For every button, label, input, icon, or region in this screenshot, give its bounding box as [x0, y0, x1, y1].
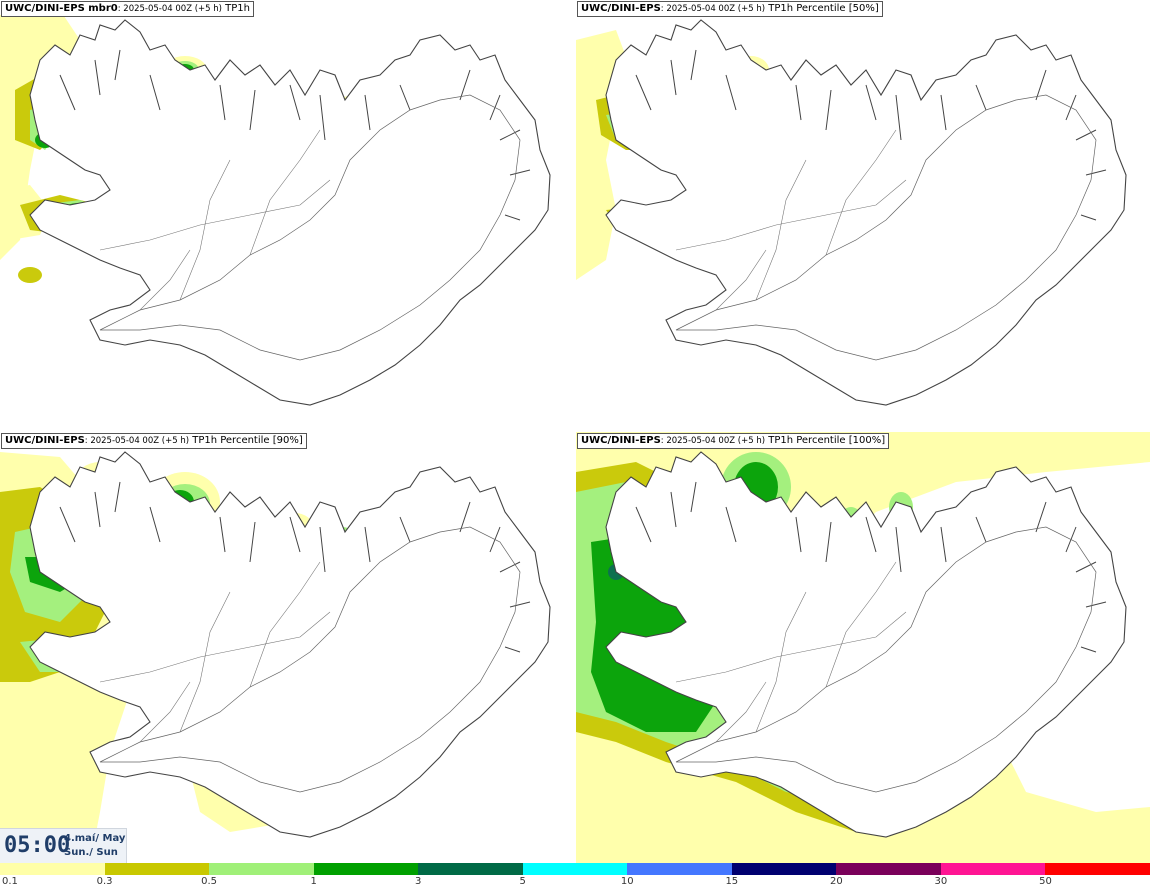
panel-percentile-100: UWC/DINI-EPS: 2025-05-04 00Z (+5 h) TP1h…	[576, 432, 1150, 864]
colorbar-tick-label: 20	[829, 876, 843, 887]
precip-colorbar	[0, 863, 1150, 875]
panel-title: UWC/DINI-EPS mbr0: 2025-05-04 00Z (+5 h)…	[1, 1, 255, 17]
colorbar-segment	[940, 863, 1046, 875]
colorbar-tick-label: 0.1	[2, 876, 18, 887]
precip-colorbar-labels: 0.1 0.3 0.5 1 3 5 10 15 20 30 50	[0, 876, 1150, 890]
colorbar-tick-label: 1	[310, 876, 317, 887]
colorbar-segment	[313, 863, 419, 875]
panel-mbr0: UWC/DINI-EPS mbr0: 2025-05-04 00Z (+5 h)…	[0, 0, 574, 432]
colorbar-tick-label: 0.3	[96, 876, 113, 887]
precip-map-percentile-100	[576, 432, 1150, 864]
colorbar-segment	[1045, 863, 1150, 875]
colorbar-tick-label: 0.5	[201, 876, 218, 887]
panel-percentile-90: UWC/DINI-EPS: 2025-05-04 00Z (+5 h) TP1h…	[0, 432, 574, 864]
colorbar-segment	[418, 863, 523, 875]
colorbar-tick-label: 3	[414, 876, 422, 887]
precip-map-mbr0	[0, 0, 574, 432]
colorbar-tick-label: 50	[1039, 876, 1052, 887]
valid-time: 05:00	[4, 833, 71, 858]
colorbar-tick-label: 10	[620, 876, 634, 887]
colorbar-segment	[522, 863, 628, 875]
precip-map-percentile-90	[0, 432, 574, 864]
valid-date-line2: Sun./ Sun	[64, 847, 118, 858]
colorbar-tick-label: 5	[519, 876, 526, 887]
panel-title: UWC/DINI-EPS: 2025-05-04 00Z (+5 h) TP1h…	[577, 1, 883, 17]
colorbar-tick-label: 15	[725, 876, 739, 887]
valid-time-box: 05:00 4.maí/ May Sun./ Sun	[0, 828, 127, 863]
colorbar-segment	[627, 863, 732, 875]
panel-title: UWC/DINI-EPS: 2025-05-04 00Z (+5 h) TP1h…	[1, 433, 307, 449]
valid-date-line1: 4.maí/ May	[64, 833, 126, 844]
colorbar-segment	[209, 863, 314, 875]
colorbar-segment	[731, 863, 837, 875]
panel-percentile-50: UWC/DINI-EPS: 2025-05-04 00Z (+5 h) TP1h…	[576, 0, 1150, 432]
colorbar-tick-label: 30	[934, 876, 948, 887]
colorbar-segment	[836, 863, 941, 875]
panel-title: UWC/DINI-EPS: 2025-05-04 00Z (+5 h) TP1h…	[577, 433, 890, 449]
colorbar-segment	[104, 863, 210, 875]
colorbar-segment	[0, 863, 105, 875]
precip-map-percentile-50	[576, 0, 1150, 432]
valid-date: 4.maí/ May Sun./ Sun	[64, 832, 125, 860]
